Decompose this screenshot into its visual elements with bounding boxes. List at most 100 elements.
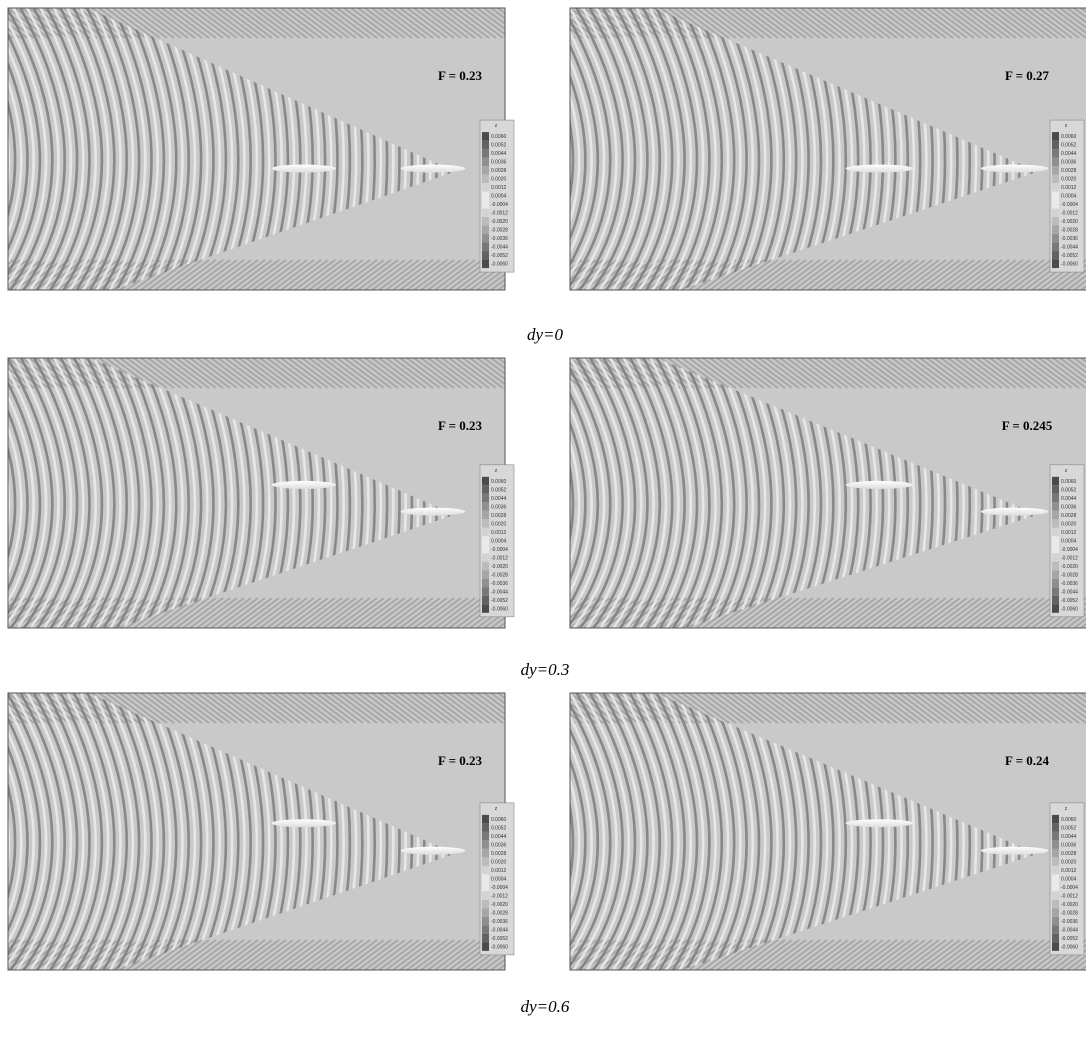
colorbar-swatch xyxy=(1052,553,1059,562)
figure: dy=0F = 0.23z0.00600.00520.00440.00360.0… xyxy=(0,0,1086,1041)
colorbar-label: -0.0020 xyxy=(1061,902,1078,908)
colorbar-swatch xyxy=(1052,587,1059,596)
colorbar-label: -0.0044 xyxy=(1061,245,1078,251)
colorbar-label: -0.0004 xyxy=(491,547,508,553)
colorbar-swatch xyxy=(1052,158,1059,167)
hull xyxy=(846,481,914,489)
colorbar-label: 0.0044 xyxy=(491,151,507,157)
colorbar-label: -0.0044 xyxy=(491,589,508,595)
colorbar-label: 0.0028 xyxy=(1061,513,1077,519)
colorbar-label: 0.0044 xyxy=(1061,151,1077,157)
colorbar-label: 0.0020 xyxy=(491,859,507,865)
colorbar-label: -0.0028 xyxy=(491,572,508,578)
colorbar-label: -0.0020 xyxy=(1061,564,1078,570)
colorbar-swatch xyxy=(1052,260,1059,269)
colorbar-swatch xyxy=(482,874,489,883)
colorbar-swatch xyxy=(1052,815,1059,824)
hull xyxy=(981,847,1049,855)
colorbar-swatch xyxy=(482,536,489,545)
colorbar-label: -0.0052 xyxy=(1061,936,1078,942)
colorbar-swatch xyxy=(1052,832,1059,841)
colorbar-swatch xyxy=(1052,477,1059,486)
colorbar-label: 0.0028 xyxy=(491,168,507,174)
colorbar-label: 0.0052 xyxy=(491,487,507,493)
colorbar-label: 0.0004 xyxy=(1061,194,1077,200)
colorbar-swatch xyxy=(1052,900,1059,909)
colorbar-label: 0.0036 xyxy=(491,160,507,166)
colorbar-swatch xyxy=(482,849,489,858)
colorbar-label: 0.0060 xyxy=(1061,479,1077,485)
colorbar-label: 0.0060 xyxy=(491,134,507,140)
colorbar-label: -0.0060 xyxy=(1061,262,1078,268)
colorbar-swatch xyxy=(1052,934,1059,943)
colorbar-swatch xyxy=(482,823,489,832)
colorbar-label: -0.0044 xyxy=(491,927,508,933)
row-label: dy=0 xyxy=(527,325,564,344)
colorbar-swatch xyxy=(482,891,489,900)
colorbar-swatch xyxy=(1052,874,1059,883)
colorbar-swatch xyxy=(482,942,489,951)
colorbar-label: 0.0012 xyxy=(491,185,507,191)
colorbar-swatch xyxy=(1052,528,1059,537)
colorbar-label: -0.0020 xyxy=(491,902,508,908)
colorbar-label: -0.0028 xyxy=(1061,228,1078,234)
colorbar-swatch xyxy=(1052,132,1059,141)
colorbar-label: -0.0052 xyxy=(491,936,508,942)
froude-label: F = 0.23 xyxy=(438,418,483,433)
colorbar-swatch xyxy=(482,934,489,943)
colorbar-label: -0.0052 xyxy=(491,598,508,604)
colorbar-label: 0.0004 xyxy=(1061,538,1077,544)
colorbar-swatch xyxy=(482,917,489,926)
colorbar-swatch xyxy=(1052,226,1059,235)
colorbar-swatch xyxy=(1052,545,1059,554)
colorbar-swatch xyxy=(1052,908,1059,917)
colorbar-label: 0.0020 xyxy=(491,521,507,527)
colorbar-swatch xyxy=(482,545,489,554)
colorbar-swatch xyxy=(1052,485,1059,494)
colorbar-swatch xyxy=(1052,519,1059,528)
colorbar-label: 0.0028 xyxy=(1061,851,1077,857)
colorbar-label: 0.0004 xyxy=(491,194,507,200)
colorbar-label: 0.0004 xyxy=(491,876,507,882)
hull xyxy=(271,481,336,489)
colorbar-swatch xyxy=(1052,243,1059,252)
colorbar-label: 0.0020 xyxy=(1061,177,1077,183)
colorbar-swatch xyxy=(482,166,489,175)
colorbar-label: -0.0020 xyxy=(491,564,508,570)
colorbar-label: 0.0004 xyxy=(491,538,507,544)
colorbar-swatch xyxy=(1052,866,1059,875)
colorbar-swatch xyxy=(482,562,489,571)
colorbar-label: -0.0020 xyxy=(1061,219,1078,225)
colorbar-label: -0.0004 xyxy=(491,885,508,891)
colorbar-label: -0.0020 xyxy=(491,219,508,225)
colorbar-swatch xyxy=(1052,823,1059,832)
colorbar-label: 0.0052 xyxy=(1061,143,1077,149)
colorbar-label: 0.0028 xyxy=(1061,168,1077,174)
colorbar-label: 0.0020 xyxy=(1061,521,1077,527)
colorbar-label: 0.0020 xyxy=(491,177,507,183)
colorbar-swatch xyxy=(482,604,489,613)
hull xyxy=(981,508,1049,516)
colorbar-label: 0.0044 xyxy=(491,496,507,502)
colorbar-swatch xyxy=(482,226,489,235)
colorbar-label: 0.0036 xyxy=(491,504,507,510)
colorbar-swatch xyxy=(1052,251,1059,260)
colorbar-swatch xyxy=(482,141,489,150)
hull xyxy=(981,165,1049,173)
colorbar-label: -0.0060 xyxy=(491,262,508,268)
colorbar-swatch xyxy=(1052,570,1059,579)
colorbar-label: -0.0028 xyxy=(491,228,508,234)
colorbar-swatch xyxy=(482,217,489,226)
colorbar-swatch xyxy=(1052,234,1059,243)
colorbar-label: -0.0044 xyxy=(1061,927,1078,933)
contour-panel: F = 0.23z0.00600.00520.00440.00360.00280… xyxy=(0,0,622,310)
colorbar-label: -0.0052 xyxy=(491,253,508,259)
colorbar-label: -0.0060 xyxy=(1061,606,1078,612)
colorbar-swatch xyxy=(482,579,489,588)
colorbar-label: -0.0052 xyxy=(1061,598,1078,604)
hull xyxy=(401,165,466,173)
colorbar-swatch xyxy=(482,832,489,841)
colorbar-swatch xyxy=(1052,562,1059,571)
colorbar-label: 0.0052 xyxy=(1061,825,1077,831)
colorbar-swatch xyxy=(482,908,489,917)
